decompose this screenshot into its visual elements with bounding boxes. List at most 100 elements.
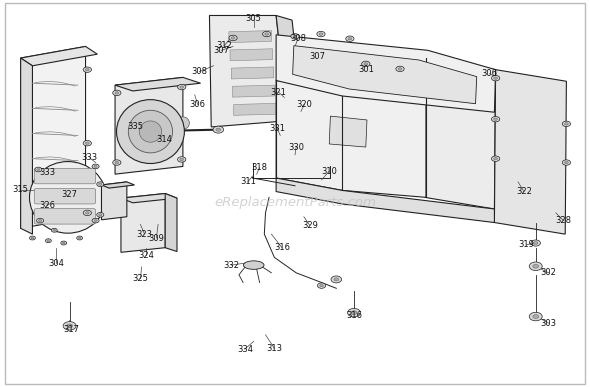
Polygon shape — [276, 35, 496, 112]
Polygon shape — [101, 182, 127, 220]
Circle shape — [216, 128, 221, 131]
Text: 322: 322 — [516, 187, 532, 196]
Circle shape — [47, 240, 50, 241]
FancyBboxPatch shape — [34, 168, 96, 184]
Polygon shape — [329, 116, 367, 147]
Circle shape — [97, 182, 104, 187]
Circle shape — [562, 121, 571, 127]
Circle shape — [92, 164, 99, 169]
Circle shape — [78, 237, 81, 239]
Circle shape — [115, 92, 119, 94]
Text: 316: 316 — [346, 311, 362, 320]
Polygon shape — [425, 58, 496, 209]
Circle shape — [529, 262, 542, 271]
Text: 308: 308 — [290, 34, 306, 43]
Circle shape — [30, 236, 35, 240]
FancyBboxPatch shape — [34, 209, 96, 224]
Text: 326: 326 — [39, 201, 55, 211]
Circle shape — [113, 160, 121, 165]
Circle shape — [319, 33, 323, 35]
Circle shape — [331, 276, 342, 283]
Circle shape — [320, 284, 323, 287]
Polygon shape — [21, 58, 32, 234]
Circle shape — [346, 36, 354, 41]
Circle shape — [291, 34, 299, 39]
Text: 328: 328 — [555, 216, 572, 225]
FancyBboxPatch shape — [34, 188, 96, 204]
Text: 312: 312 — [217, 41, 232, 50]
Text: 311: 311 — [240, 177, 255, 187]
Circle shape — [213, 126, 224, 133]
Polygon shape — [276, 178, 494, 223]
Circle shape — [38, 219, 42, 222]
Circle shape — [86, 68, 89, 71]
Circle shape — [364, 63, 368, 65]
Circle shape — [494, 158, 497, 160]
Circle shape — [97, 212, 104, 217]
Polygon shape — [209, 15, 288, 127]
Circle shape — [63, 242, 65, 244]
Polygon shape — [276, 80, 426, 197]
Text: 302: 302 — [541, 268, 556, 277]
Text: 329: 329 — [302, 221, 317, 230]
Text: 313: 313 — [266, 344, 283, 353]
Circle shape — [35, 167, 42, 172]
Text: 333: 333 — [39, 168, 55, 177]
Circle shape — [37, 218, 44, 223]
Circle shape — [494, 118, 497, 120]
Text: 325: 325 — [133, 274, 148, 283]
Polygon shape — [232, 85, 275, 97]
Circle shape — [348, 308, 360, 317]
Text: 316: 316 — [274, 243, 290, 252]
Circle shape — [351, 311, 357, 315]
Circle shape — [293, 35, 297, 38]
Text: 315: 315 — [13, 185, 28, 194]
Polygon shape — [21, 46, 86, 228]
Circle shape — [317, 283, 326, 288]
Text: 310: 310 — [322, 166, 337, 176]
Circle shape — [31, 237, 34, 239]
Text: 321: 321 — [271, 87, 286, 97]
Text: 319: 319 — [519, 240, 534, 250]
Text: 307: 307 — [309, 51, 326, 61]
Circle shape — [45, 239, 51, 243]
Circle shape — [263, 31, 271, 37]
Circle shape — [494, 77, 497, 79]
Circle shape — [265, 33, 268, 35]
Text: 308: 308 — [191, 67, 208, 76]
Text: eReplacementParts.com: eReplacementParts.com — [214, 195, 376, 209]
Polygon shape — [101, 182, 135, 188]
Circle shape — [565, 161, 568, 164]
Polygon shape — [276, 15, 304, 125]
Circle shape — [86, 212, 89, 214]
Circle shape — [61, 241, 67, 245]
Text: 324: 324 — [139, 251, 154, 260]
Circle shape — [37, 168, 40, 171]
Circle shape — [317, 31, 325, 37]
Polygon shape — [231, 67, 274, 79]
Circle shape — [533, 264, 539, 268]
Text: 327: 327 — [61, 190, 78, 199]
Circle shape — [348, 38, 352, 40]
Circle shape — [529, 312, 542, 321]
Circle shape — [94, 165, 97, 168]
Text: 306: 306 — [189, 100, 206, 109]
Circle shape — [533, 241, 538, 245]
Polygon shape — [115, 77, 183, 174]
Text: 323: 323 — [136, 229, 153, 239]
Polygon shape — [121, 194, 177, 203]
Circle shape — [83, 67, 91, 72]
Text: 309: 309 — [149, 233, 164, 243]
Circle shape — [491, 156, 500, 161]
Text: 301: 301 — [358, 65, 373, 74]
Polygon shape — [165, 194, 177, 252]
Ellipse shape — [139, 121, 162, 142]
Circle shape — [180, 158, 183, 161]
Circle shape — [77, 236, 83, 240]
Circle shape — [53, 229, 55, 231]
Text: 304: 304 — [48, 259, 64, 268]
Circle shape — [533, 315, 539, 319]
Text: 334: 334 — [237, 344, 253, 354]
Circle shape — [99, 183, 102, 185]
Circle shape — [362, 61, 370, 67]
